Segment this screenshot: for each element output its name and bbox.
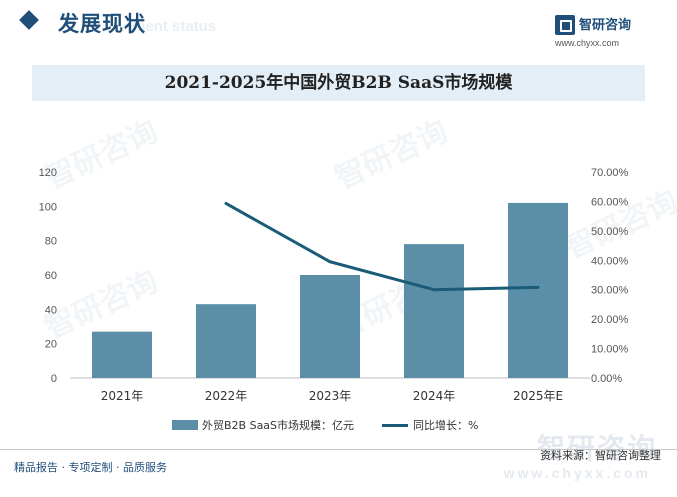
left-tick-label: 100 xyxy=(39,201,57,213)
left-tick-label: 40 xyxy=(45,304,57,316)
category-label: 2022年 xyxy=(205,389,248,403)
legend-line-label: 同比增长：% xyxy=(413,419,479,432)
brand-name: 智研咨询 xyxy=(579,18,632,33)
footer-brand-watermark: 智研咨询 xyxy=(536,432,657,465)
category-labels: 2021年 2022年 2023年 2024年 2025年E xyxy=(101,389,563,403)
right-tick-label: 70.00% xyxy=(591,167,629,179)
left-tick-label: 80 xyxy=(45,236,57,248)
legend-bar-label: 外贸B2B SaaS市场规模：亿元 xyxy=(202,419,355,432)
left-tick-label: 60 xyxy=(45,270,57,282)
line-series xyxy=(224,201,540,292)
bar xyxy=(92,331,152,378)
left-tick-label: 120 xyxy=(39,167,57,179)
chart-title: 2021-2025年中国外贸B2B SaaS市场规模 xyxy=(164,73,513,93)
section-subtitle: ment status xyxy=(132,18,217,35)
chart-title-bar: 2021-2025年中国外贸B2B SaaS市场规模 xyxy=(32,65,645,101)
right-tick-label: 30.00% xyxy=(591,285,629,297)
right-tick-label: 20.00% xyxy=(591,314,629,326)
section-title: 发展现状 xyxy=(58,11,146,36)
footer-source: 资料来源：智研咨询整理 xyxy=(540,449,661,462)
right-tick-label: 60.00% xyxy=(591,196,629,208)
left-tick-label: 20 xyxy=(45,339,57,351)
right-tick-label: 0.00% xyxy=(591,373,622,385)
legend: 外贸B2B SaaS市场规模：亿元 同比增长：% xyxy=(172,416,512,434)
footer-slogan: 精品报告 · 专项定制 · 品质服务 xyxy=(14,461,167,474)
right-tick-label: 50.00% xyxy=(591,226,629,238)
footer-url-watermark: www.chyxx.com xyxy=(503,465,651,481)
brand-logo-icon xyxy=(555,15,575,35)
right-tick-label: 40.00% xyxy=(591,255,629,267)
right-tick-label: 10.00% xyxy=(591,344,629,356)
left-tick-label: 0 xyxy=(51,373,57,385)
bar xyxy=(508,202,568,378)
growth-line xyxy=(224,201,540,292)
bar xyxy=(196,304,256,378)
bar xyxy=(300,275,360,378)
legend-line-swatch xyxy=(382,424,408,427)
category-label: 2025年E xyxy=(513,389,563,403)
left-axis-ticks: 0 20 40 60 80 100 120 xyxy=(39,167,57,385)
category-label: 2024年 xyxy=(413,389,456,403)
section-header: ment status 发展现状 智研咨询 www.chyxx.com xyxy=(0,0,677,48)
category-label: 2023年 xyxy=(309,389,352,403)
category-label: 2021年 xyxy=(101,389,144,403)
bar-series xyxy=(92,202,568,378)
brand: 智研咨询 www.chyxx.com xyxy=(555,14,645,48)
brand-url: www.chyxx.com xyxy=(555,38,620,48)
right-axis-ticks: 0.00% 10.00% 20.00% 30.00% 40.00% 50.00% 60.00… xyxy=(591,167,629,385)
legend-bar-swatch xyxy=(172,420,198,430)
footer-divider xyxy=(0,449,677,450)
bar xyxy=(404,244,464,378)
